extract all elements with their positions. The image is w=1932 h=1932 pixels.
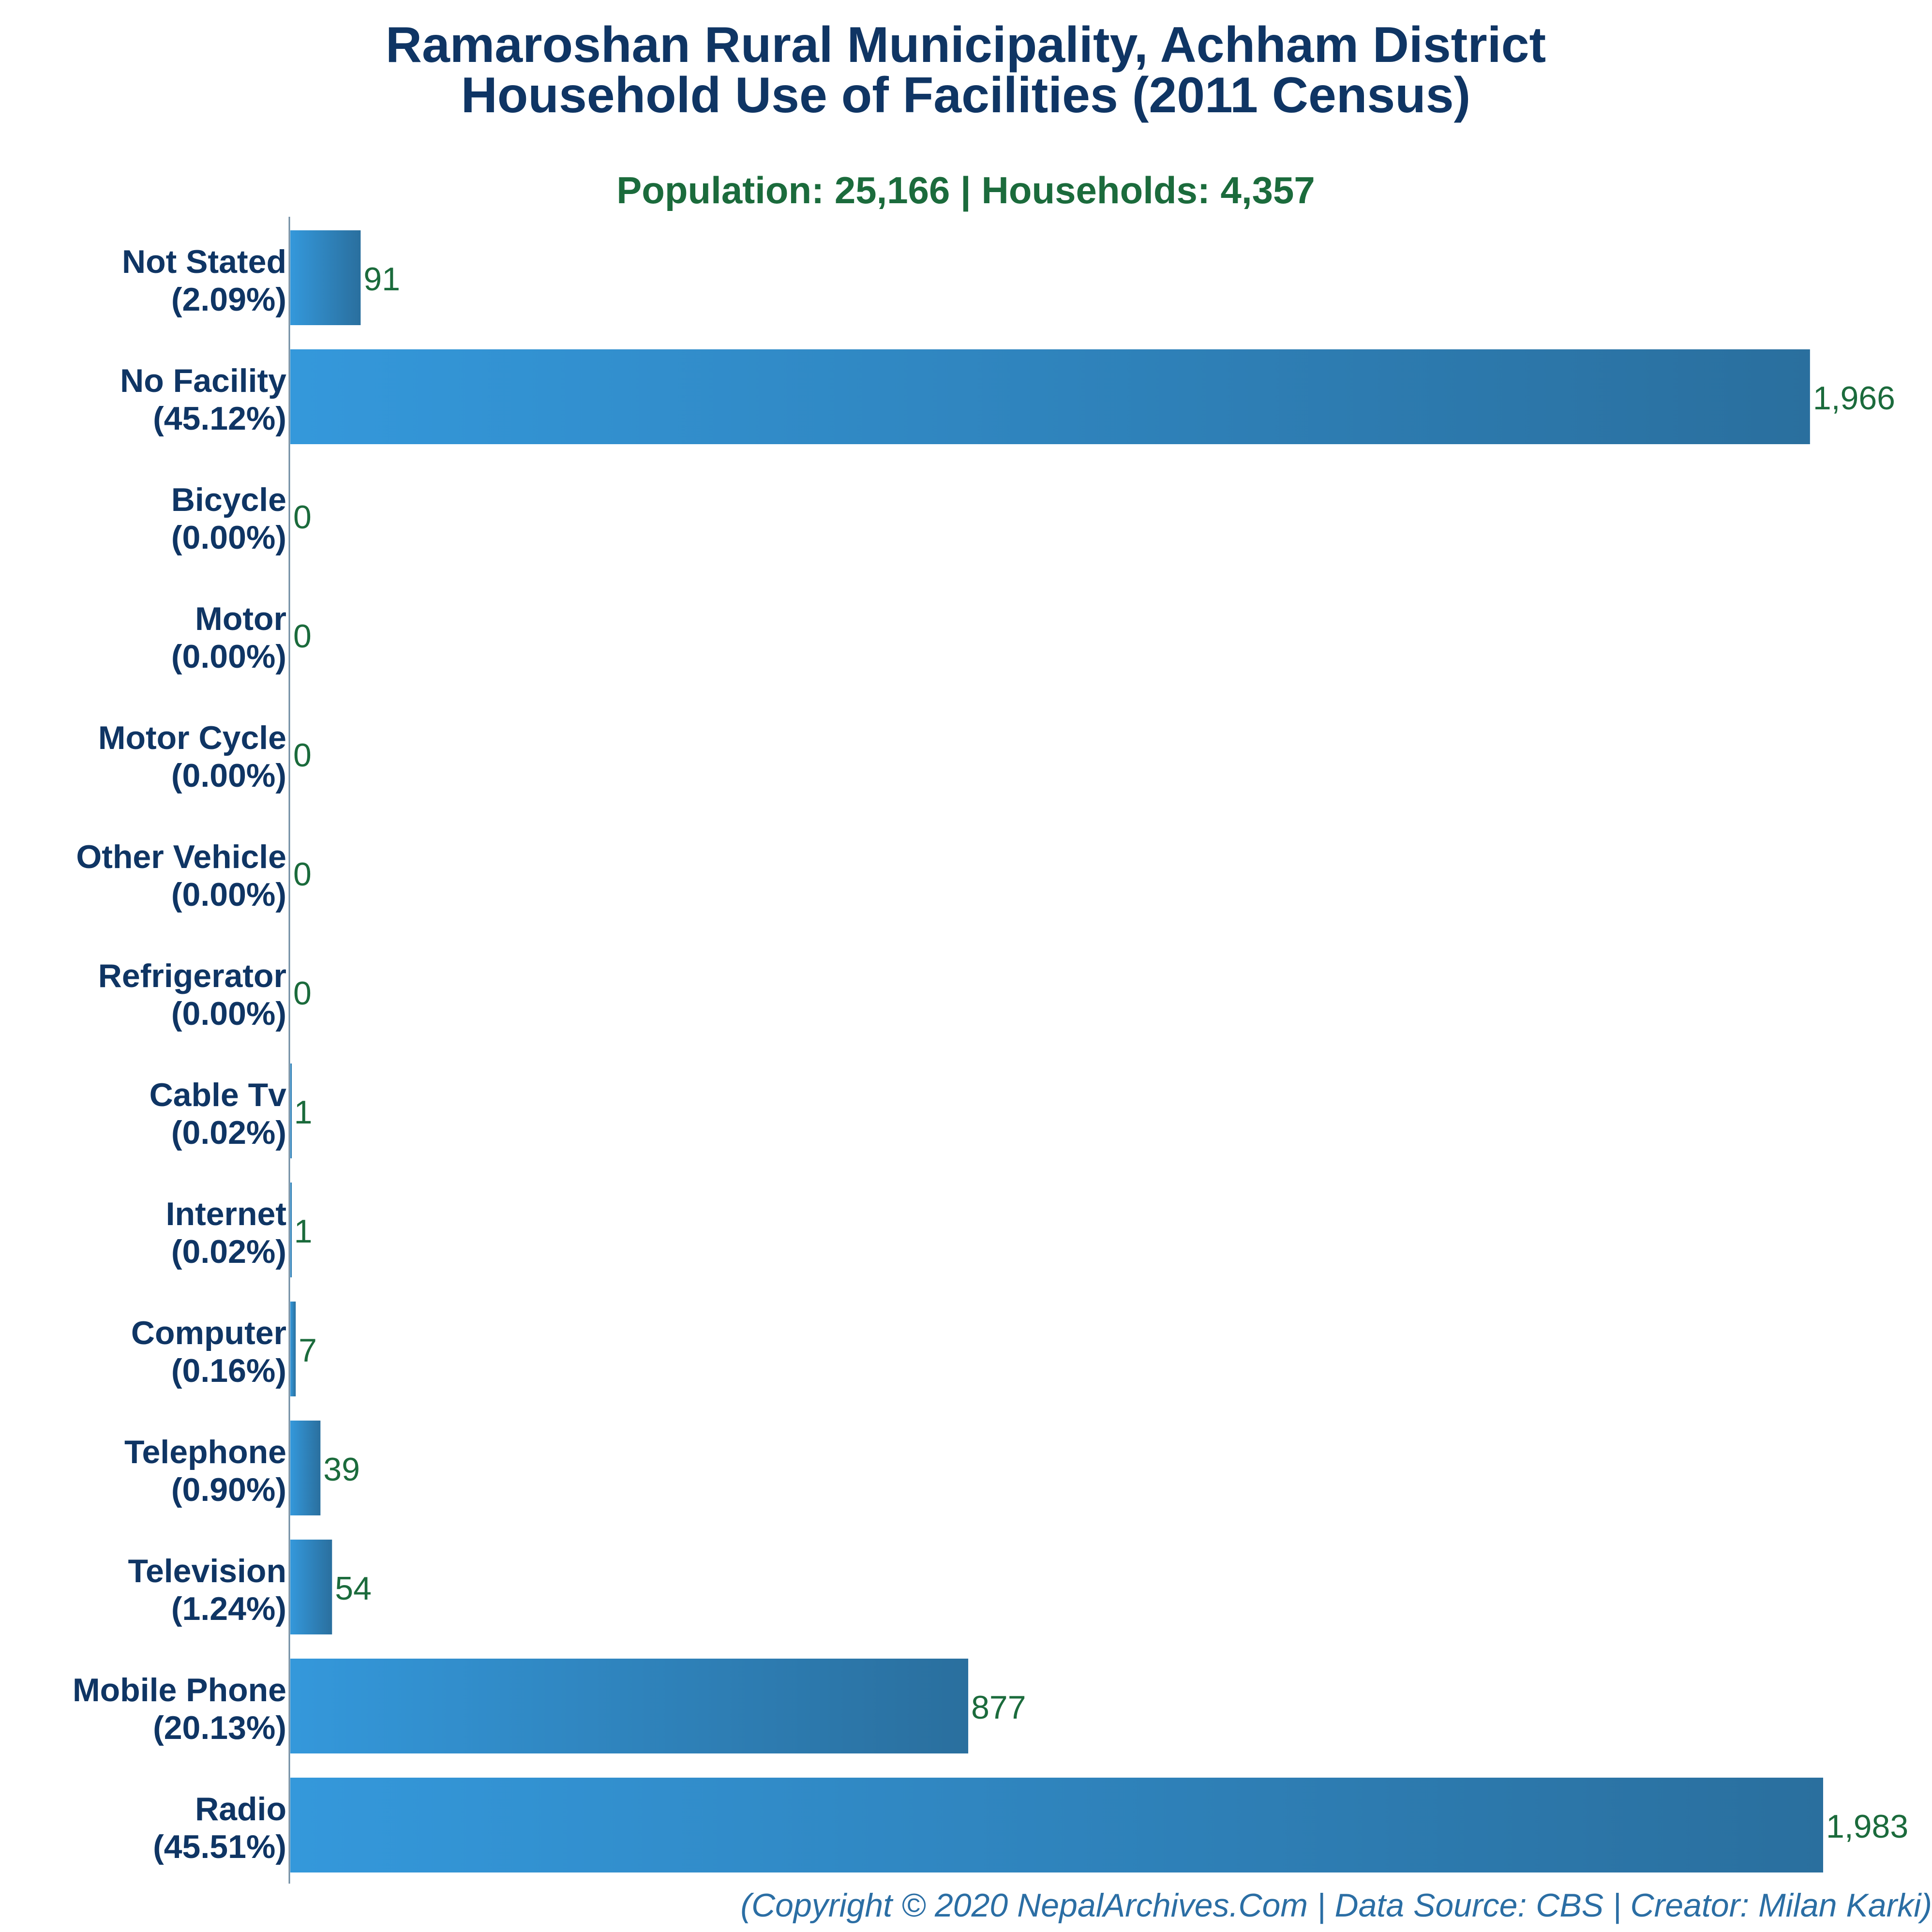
category-percent-television: (1.24%) — [171, 1590, 286, 1627]
category-label-mobile-phone: Mobile Phone — [73, 1672, 286, 1708]
chart-subtitle: Population: 25,166 | Households: 4,357 — [616, 169, 1315, 211]
value-label-not-stated: 91 — [363, 261, 400, 298]
category-labels-group: Not Stated(2.09%) No Facility(45.12%) Bicy… — [73, 243, 286, 1865]
category-percent-internet: (0.02%) — [171, 1233, 286, 1270]
value-label-cable-tv: 1 — [294, 1094, 313, 1131]
category-percent-computer: (0.16%) — [171, 1352, 286, 1389]
footer-credit: (Copyright © 2020 NepalArchives.Com | Da… — [740, 1887, 1932, 1924]
category-label-motor-cycle: Motor Cycle — [98, 719, 286, 756]
category-label-internet: Internet — [166, 1196, 286, 1232]
value-label-mobile-phone: 877 — [971, 1689, 1026, 1726]
category-label-television: Television — [128, 1553, 286, 1589]
bar-radio — [290, 1778, 1823, 1872]
value-label-refrigerator: 0 — [293, 975, 312, 1012]
value-label-telephone: 39 — [323, 1451, 360, 1488]
category-percent-no-facility: (45.12%) — [153, 400, 286, 437]
bar-not-stated — [290, 230, 361, 325]
bar-cable-tv — [290, 1063, 292, 1158]
value-label-computer: 7 — [299, 1332, 317, 1369]
category-label-computer: Computer — [131, 1315, 286, 1351]
category-label-other-vehicle: Other Vehicle — [76, 839, 286, 875]
bar-no-facility — [290, 349, 1810, 444]
chart-title: Ramaroshan Rural Municipality, Achham Di… — [386, 17, 1546, 73]
category-percent-not-stated: (2.09%) — [171, 281, 286, 318]
category-label-radio: Radio — [195, 1791, 286, 1827]
value-labels-group: 91 1,966 0 0 0 0 0 1 1 7 39 54 877 1,983 — [293, 261, 1908, 1845]
bar-telephone — [290, 1421, 321, 1515]
category-label-not-stated: Not Stated — [122, 243, 286, 280]
category-percent-other-vehicle: (0.00%) — [171, 876, 286, 913]
category-percent-cable-tv: (0.02%) — [171, 1114, 286, 1151]
bar-internet — [290, 1183, 292, 1277]
value-label-other-vehicle: 0 — [293, 856, 312, 893]
value-label-radio: 1,983 — [1826, 1808, 1908, 1845]
category-label-motor: Motor — [195, 600, 286, 637]
category-percent-motor-cycle: (0.00%) — [171, 757, 286, 794]
value-label-motor-cycle: 0 — [293, 737, 312, 774]
value-label-bicycle: 0 — [293, 499, 312, 536]
category-label-cable-tv: Cable Tv — [150, 1077, 287, 1113]
category-percent-mobile-phone: (20.13%) — [153, 1709, 286, 1746]
bar-mobile-phone — [290, 1659, 969, 1753]
bars-group — [290, 230, 1823, 1872]
value-label-television: 54 — [335, 1570, 372, 1607]
category-label-bicycle: Bicycle — [171, 481, 286, 518]
chart-title-line2: Household Use of Facilities (2011 Census… — [461, 67, 1470, 123]
category-percent-refrigerator: (0.00%) — [171, 995, 286, 1032]
category-percent-bicycle: (0.00%) — [171, 519, 286, 556]
category-percent-telephone: (0.90%) — [171, 1471, 286, 1508]
value-label-motor: 0 — [293, 618, 312, 655]
bar-television — [290, 1540, 332, 1634]
category-label-refrigerator: Refrigerator — [98, 958, 286, 994]
category-percent-radio: (45.51%) — [153, 1828, 286, 1865]
value-label-internet: 1 — [294, 1213, 313, 1250]
category-percent-motor: (0.00%) — [171, 638, 286, 675]
bar-computer — [290, 1302, 296, 1396]
category-label-telephone: Telephone — [124, 1434, 286, 1470]
value-label-no-facility: 1,966 — [1813, 380, 1895, 417]
category-label-no-facility: No Facility — [120, 362, 286, 399]
